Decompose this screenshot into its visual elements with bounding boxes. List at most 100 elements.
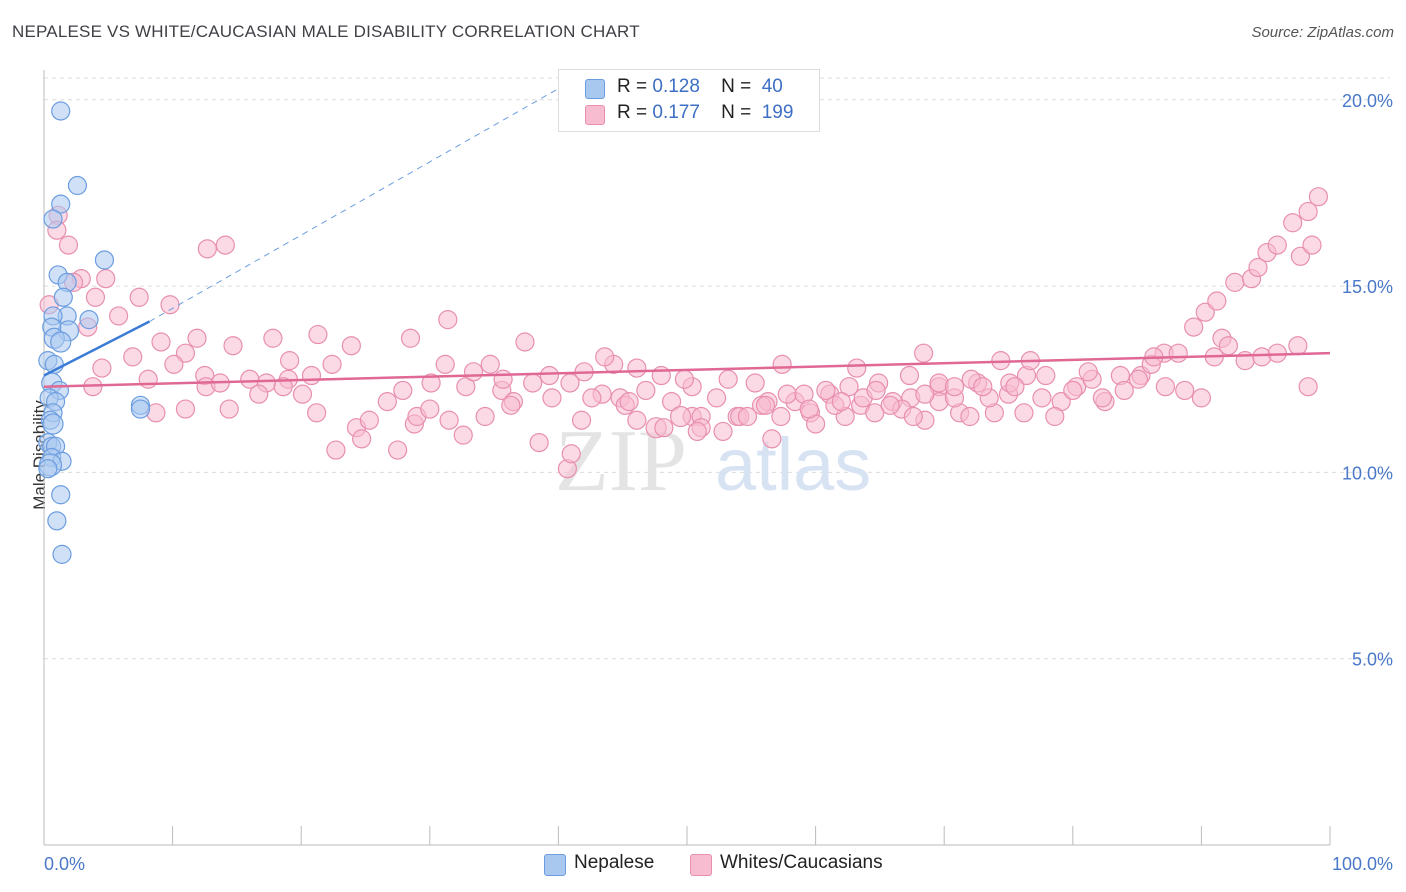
whites-point [164, 354, 184, 374]
nepalese-trend-extension [149, 88, 559, 322]
whites-point [129, 287, 149, 307]
whites-point [123, 347, 143, 367]
whites-point [1032, 388, 1052, 408]
whites-point [1283, 213, 1303, 233]
whites-point [529, 432, 549, 453]
whites-point [1078, 362, 1098, 382]
whites-point [1005, 377, 1025, 397]
chart-title: NEPALESE VS WHITE/CAUCASIAN MALE DISABIL… [12, 22, 640, 41]
y-tick-label: 10.0% [1342, 463, 1393, 483]
stats-legend: R = 0.128 N = 40 R = 0.177 N = 199 [558, 69, 820, 132]
trend-lines [43, 88, 1331, 388]
y-tick-label: 5.0% [1352, 650, 1393, 670]
whites-point [301, 365, 322, 386]
whites-point [771, 406, 791, 427]
whites-point [463, 362, 484, 382]
legend-swatch-whites [690, 854, 712, 876]
nepalese-point [52, 544, 72, 564]
source-attribution: Source: ZipAtlas.com [1251, 24, 1394, 41]
n-label: N = [721, 102, 752, 123]
whites-point [619, 392, 639, 412]
whites-point [1063, 380, 1083, 401]
whites-point [880, 395, 900, 415]
whites-point [636, 380, 656, 401]
whites-point [1175, 380, 1195, 401]
whites-point [400, 328, 421, 348]
whites-point [352, 429, 372, 449]
whites-point [359, 410, 379, 430]
whites-trend-line [43, 351, 1331, 388]
whites-point [151, 332, 171, 352]
whites-point [501, 395, 521, 415]
nepalese-point [51, 485, 71, 505]
r-value-nepalese: 0.128 [652, 76, 700, 97]
whites-point [1207, 291, 1227, 311]
whites-point [307, 403, 327, 423]
whites-point [903, 406, 923, 427]
whites-point [219, 399, 239, 419]
legend-label-whites: Whites/Caucasians [720, 852, 883, 873]
series-whites-caucasians [39, 187, 1329, 479]
whites-point [108, 306, 129, 326]
nepalese-trend-line [43, 320, 151, 377]
n-label: N = [721, 76, 752, 97]
whites-point [280, 351, 300, 371]
whites-point [456, 377, 476, 397]
whites-point [480, 354, 500, 374]
nepalese-point [53, 287, 73, 307]
whites-point [777, 384, 797, 404]
whites-point [523, 373, 543, 393]
legend-label-nepalese: Nepalese [574, 852, 655, 873]
whites-point [571, 410, 592, 430]
whites-point [595, 347, 615, 367]
whites-point [263, 328, 283, 348]
series-legend: Nepalese Whites/Caucasians [0, 852, 1406, 878]
nepalese-point [130, 399, 151, 419]
whites-point [1114, 380, 1134, 401]
whites-point [515, 332, 535, 352]
n-value-whites: 199 [761, 102, 794, 123]
whites-point [249, 384, 269, 404]
x-tick-label-right: 100.0% [1332, 854, 1393, 874]
whites-point [1128, 369, 1148, 389]
whites-point [839, 377, 859, 397]
whites-point [377, 392, 397, 412]
whites-point [772, 354, 792, 374]
whites-point [92, 358, 112, 378]
whites-point [582, 388, 602, 408]
whites-point [160, 295, 180, 315]
whites-point [341, 336, 361, 356]
whites-point [973, 377, 993, 397]
whites-point [1298, 377, 1318, 397]
whites-point [1092, 388, 1112, 408]
whites-point [669, 405, 692, 428]
r-label: R = [617, 102, 648, 123]
whites-point [915, 384, 935, 404]
whites-point [438, 310, 458, 330]
nepalese-point [51, 194, 71, 214]
whites-point [831, 392, 851, 412]
whites-point [1184, 317, 1204, 337]
axes [43, 70, 1331, 846]
whites-point [493, 369, 513, 389]
nepalese-point [94, 250, 115, 270]
r-value-whites: 0.177 [652, 102, 700, 123]
whites-point [1225, 272, 1245, 292]
whites-point [421, 373, 441, 393]
whites-point [1168, 343, 1188, 363]
swatch-nepalese [585, 79, 605, 99]
whites-point [85, 287, 106, 307]
whites-point [713, 421, 733, 442]
nepalese-point [42, 413, 64, 435]
whites-point [706, 388, 727, 408]
nepalese-point [51, 101, 71, 121]
whites-point [223, 336, 243, 356]
whites-point [388, 440, 408, 460]
whites-point [627, 410, 647, 430]
whites-point [866, 380, 886, 401]
whites-point [1290, 246, 1311, 266]
whites-point [816, 380, 836, 401]
whites-point [420, 399, 440, 419]
whites-point [865, 403, 885, 423]
